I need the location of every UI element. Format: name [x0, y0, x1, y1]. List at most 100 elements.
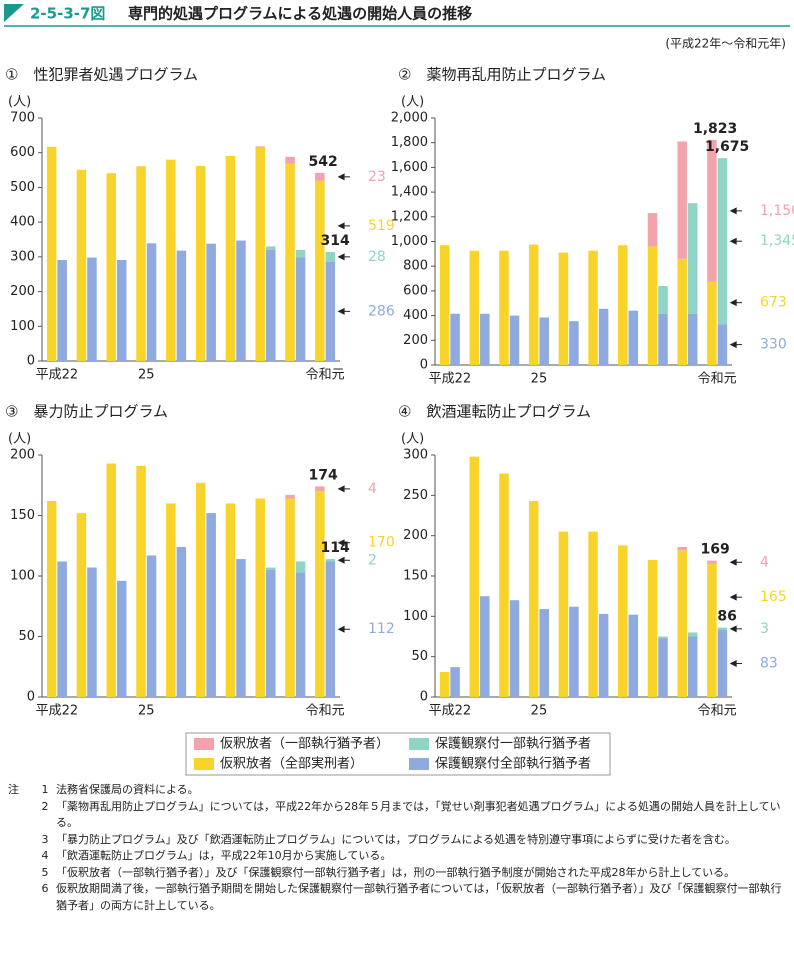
bar-segment: [707, 560, 717, 564]
y-tick-label: 200: [10, 448, 35, 463]
bar-segment: [76, 513, 87, 697]
note-number: 1: [41, 783, 49, 796]
bar-segment: [658, 636, 668, 639]
bar-segment: [266, 567, 276, 570]
total-label: 174: [308, 467, 337, 483]
note-number: 6: [41, 882, 49, 895]
bar-segment: [195, 482, 206, 697]
legend-label: 保護観察付全部執行猶予者: [435, 756, 591, 772]
bar-segment: [315, 180, 325, 361]
bar-segment: [76, 169, 87, 361]
bar-segment: [295, 249, 306, 258]
bar-segment: [539, 609, 549, 697]
bar-segment: [176, 546, 187, 697]
bar-segment: [647, 559, 658, 697]
bar-segment: [87, 257, 97, 361]
data-label: 112: [368, 621, 395, 637]
data-label: 4: [760, 554, 769, 570]
bar-segment: [136, 166, 146, 361]
legend-swatch: [409, 758, 429, 770]
bar-segment: [285, 156, 295, 164]
bar-segment: [687, 636, 698, 697]
data-label: 519: [368, 218, 395, 234]
note-text: 法務省保護局の資料による。: [56, 783, 199, 796]
y-tick-label: 100: [403, 609, 428, 624]
label-arrowhead: [729, 625, 737, 633]
y-tick-label: 100: [10, 569, 35, 584]
legend-swatch: [409, 738, 429, 750]
bar-segment: [707, 139, 717, 282]
figure-title: 専門的処遇プログラムによる処遇の開始人員の推移: [128, 5, 472, 23]
y-tick-label: 1,200: [391, 209, 428, 224]
y-axis-unit: (人): [401, 95, 424, 110]
bar-segment: [146, 243, 157, 361]
x-tick-label: 平成22: [36, 368, 79, 383]
bar-segment: [469, 250, 480, 365]
notes-label: 注: [8, 783, 19, 796]
notes-label: [8, 799, 34, 832]
note-text: 「暴力防止プログラム」及び「飲酒運転防止プログラム」については，プログラムによる…: [56, 832, 736, 846]
y-tick-label: 100: [10, 319, 35, 334]
bar-segment: [225, 503, 236, 697]
bar-segment: [677, 258, 687, 365]
y-tick-label: 1,000: [391, 234, 428, 249]
note-number: 2: [41, 799, 49, 813]
y-tick-label: 200: [403, 528, 428, 543]
figure-number: 2-5-3-7図: [30, 5, 105, 23]
bar-segment: [285, 163, 295, 361]
label-arrowhead: [729, 660, 737, 668]
bar-segment: [658, 313, 668, 365]
note-number: 5: [41, 865, 49, 879]
label-arrowhead: [729, 237, 737, 245]
total-label: 114: [320, 540, 349, 556]
bar-segment: [325, 561, 336, 697]
label-arrowhead: [337, 173, 345, 181]
y-tick-label: 300: [403, 448, 428, 463]
total-label: 86: [717, 609, 736, 625]
legend-label: 保護観察付一部執行猶予者: [435, 736, 591, 752]
bar-segment: [707, 281, 717, 365]
bar-segment: [166, 503, 176, 697]
bar-segment: [480, 313, 490, 365]
x-tick-label: 令和元: [306, 704, 345, 719]
bar-segment: [255, 498, 265, 697]
bar-segment: [558, 531, 569, 697]
y-tick-label: 2,000: [391, 111, 428, 126]
label-arrowhead: [337, 625, 345, 633]
bar-segment: [439, 671, 450, 697]
bar-segment: [509, 315, 520, 365]
bar-segment: [618, 245, 628, 365]
bar-segment: [166, 159, 176, 361]
bar-segment: [677, 141, 687, 259]
y-tick-label: 400: [403, 308, 428, 323]
data-label: 1,150: [760, 203, 794, 219]
bar-segment: [450, 667, 460, 697]
label-arrowhead: [337, 485, 345, 493]
x-tick-label: 令和元: [306, 368, 345, 383]
bar-segment: [717, 158, 728, 325]
bar-segment: [717, 324, 728, 365]
y-tick-label: 0: [27, 690, 35, 705]
bar-segment: [480, 596, 490, 697]
bar-segment: [266, 249, 276, 361]
bar-segment: [569, 606, 579, 697]
bar-segment: [469, 456, 480, 697]
bar-segment: [677, 550, 687, 697]
y-tick-label: 600: [10, 145, 35, 160]
notes-label: [8, 848, 34, 865]
bar-segment: [325, 251, 336, 262]
data-label: 3: [760, 621, 769, 637]
bar-segment: [707, 563, 717, 697]
bar-segment: [658, 285, 668, 314]
y-tick-label: 600: [403, 283, 428, 298]
data-label: 673: [760, 295, 787, 311]
y-axis-unit: (人): [8, 95, 31, 110]
bar-segment: [136, 465, 146, 697]
y-tick-label: 800: [403, 259, 428, 274]
total-label: 169: [701, 542, 730, 558]
y-axis-unit: (人): [401, 432, 424, 447]
bar-segment: [176, 250, 187, 361]
total-label: 542: [308, 154, 337, 170]
data-label: 23: [368, 169, 386, 185]
